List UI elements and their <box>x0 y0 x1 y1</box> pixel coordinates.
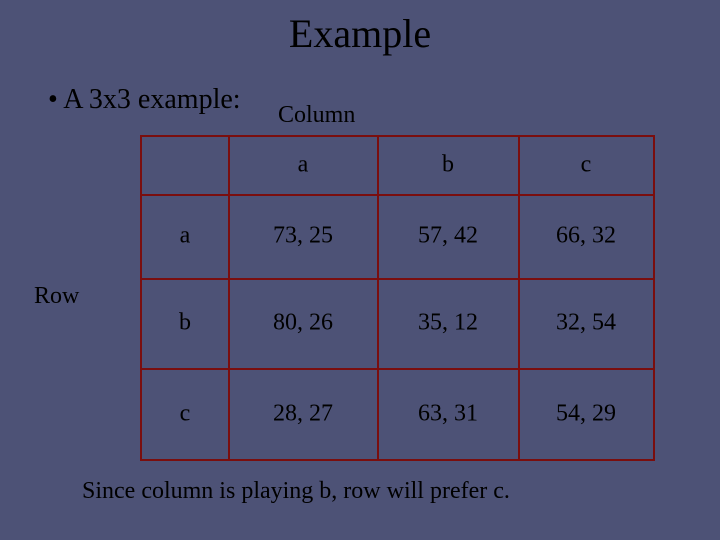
table-vline <box>228 135 230 461</box>
table-vline <box>140 135 142 461</box>
payoff-table: a b c a b c 73, 25 57, 42 66, 32 80, 26 … <box>140 135 655 461</box>
row-header-b: b <box>179 310 191 337</box>
column-player-label: Column <box>278 102 355 129</box>
cell-ac: 66, 32 <box>556 223 616 250</box>
cell-ab: 57, 42 <box>418 223 478 250</box>
conclusion-text: Since column is playing b, row will pref… <box>82 478 510 505</box>
table-vline <box>653 135 655 461</box>
cell-aa: 73, 25 <box>273 223 333 250</box>
slide-title: Example <box>0 10 720 57</box>
slide: Example • A 3x3 example: Column Row a b … <box>0 0 720 540</box>
table-hline <box>140 194 655 196</box>
table-vline <box>377 135 379 461</box>
table-hline <box>140 135 655 137</box>
table-hline <box>140 368 655 370</box>
cell-ba: 80, 26 <box>273 310 333 337</box>
cell-cb: 63, 31 <box>418 401 478 428</box>
table-hline <box>140 278 655 280</box>
table-hline <box>140 459 655 461</box>
cell-cc: 54, 29 <box>556 401 616 428</box>
bullet-text: • A 3x3 example: <box>48 84 241 116</box>
col-header-a: a <box>298 152 309 179</box>
cell-bb: 35, 12 <box>418 310 478 337</box>
table-vline <box>518 135 520 461</box>
col-header-c: c <box>581 152 592 179</box>
row-header-a: a <box>180 223 191 250</box>
row-header-c: c <box>180 401 191 428</box>
row-player-label: Row <box>34 283 79 310</box>
cell-bc: 32, 54 <box>556 310 616 337</box>
cell-ca: 28, 27 <box>273 401 333 428</box>
col-header-b: b <box>442 152 454 179</box>
